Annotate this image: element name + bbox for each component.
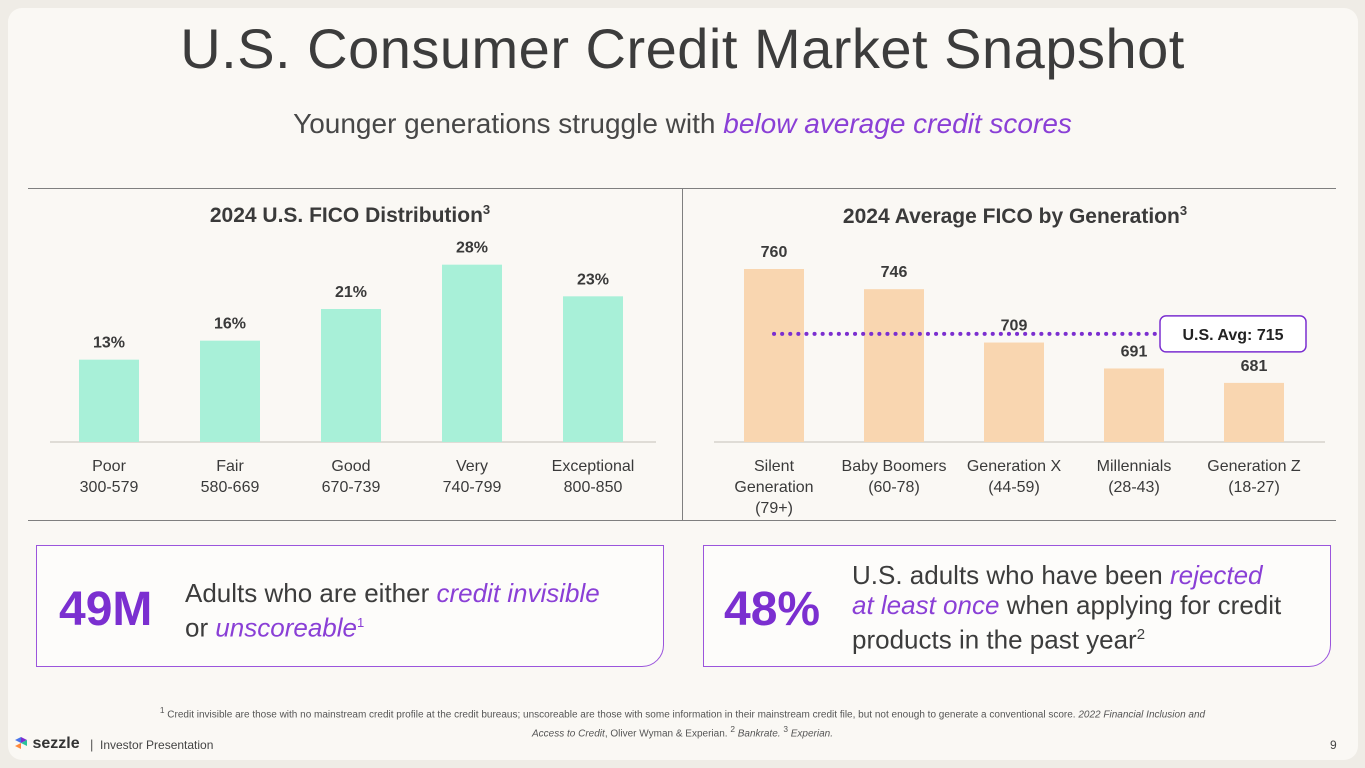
stat-text: when applying for credit — [999, 590, 1282, 620]
bar-exceptional — [563, 296, 623, 442]
x-tick-label: Very — [456, 458, 488, 475]
chart-title-fico-distribution: 2024 U.S. FICO Distribution3 — [150, 202, 550, 228]
x-tick-label: Silent — [754, 458, 795, 475]
data-label: 28% — [456, 240, 488, 257]
x-tick-label: (44-59) — [988, 479, 1040, 496]
x-tick-label-range: 800-850 — [564, 479, 623, 496]
chart-title-text: 2024 Average FICO by Generation — [842, 205, 1180, 228]
bar-fair — [200, 340, 260, 442]
stat-sup: 1 — [357, 615, 365, 630]
bar-generation-z — [1224, 382, 1284, 442]
chart-title-sup: 3 — [482, 202, 491, 217]
x-tick-label: Baby Boomers — [842, 458, 947, 475]
x-tick-label: (79+) — [755, 500, 793, 517]
x-tick-label-range: 740-799 — [443, 479, 502, 496]
stat-text: U.S. adults who have been — [852, 560, 1170, 590]
x-tick-label: (18-27) — [1228, 479, 1280, 496]
x-tick-label-range: 670-739 — [322, 479, 381, 496]
footnote-sup: 1 — [159, 705, 165, 715]
logo-text: sezzle — [32, 735, 80, 752]
x-tick-label: Millennials — [1097, 458, 1172, 475]
stat-card-credit-invisible: 49M Adults who are either credit invisib… — [36, 545, 664, 667]
chart-title-fico-generation: 2024 Average FICO by Generation3 — [770, 203, 1260, 229]
x-tick-label: (60-78) — [868, 479, 920, 496]
x-tick-label: Generation Z — [1207, 458, 1301, 475]
page-number: 9 — [1330, 738, 1337, 752]
center-divider — [682, 188, 683, 521]
average-label-box — [1159, 315, 1307, 353]
footer-label: Investor Presentation — [100, 738, 214, 752]
sezzle-logo: sezzle — [14, 735, 80, 753]
data-label: 691 — [1121, 343, 1148, 360]
average-label: U.S. Avg: 715 — [1182, 327, 1283, 344]
stat-description: U.S. adults who have been rejected at le… — [852, 560, 1328, 655]
x-tick-label: Exceptional — [552, 458, 635, 475]
stat-text: or — [185, 612, 216, 643]
subtitle: Younger generations struggle with below … — [0, 108, 1365, 140]
x-tick-label-range: 580-669 — [201, 479, 260, 496]
footnote-source: 2022 Financial Inclusion and Access to C… — [532, 709, 1206, 740]
stat-number: 48% — [724, 583, 821, 636]
stat-highlight: at least once — [852, 590, 1000, 620]
data-label: 681 — [1241, 358, 1268, 375]
x-tick-label: Poor — [92, 458, 126, 475]
bar-silent-generation — [744, 269, 804, 442]
x-tick-label: Generation — [734, 479, 813, 496]
data-label: 21% — [335, 284, 367, 301]
stat-text: Adults who are either — [185, 578, 437, 608]
bar-millennials — [1104, 368, 1164, 442]
stat-highlight: rejected — [1169, 560, 1263, 590]
stat-sup: 2 — [1136, 626, 1146, 643]
subtitle-highlight: below average credit scores — [723, 108, 1072, 139]
x-tick-label: Generation X — [967, 458, 1062, 475]
subtitle-prefix: Younger generations struggle with — [293, 108, 724, 139]
data-label: 23% — [577, 271, 609, 288]
stat-highlight: unscoreable — [215, 612, 357, 643]
stat-highlight: credit invisible — [436, 578, 600, 608]
footnote-source: Experian. — [787, 728, 833, 740]
footnote: 1 Credit invisible are those with no mai… — [150, 703, 1215, 742]
footnote-text: , Oliver Wyman & Experian. — [604, 728, 731, 740]
chart-title-text: 2024 U.S. FICO Distribution — [209, 204, 483, 227]
stat-number: 49M — [59, 583, 153, 636]
footnote-sup: 3 — [783, 724, 788, 735]
data-label: 709 — [1001, 318, 1028, 335]
x-tick-label: Fair — [216, 458, 244, 475]
footnote-sup: 2 — [730, 724, 735, 735]
bar-good — [321, 309, 381, 442]
bar-very — [442, 264, 502, 442]
bar-poor — [79, 359, 139, 442]
data-label: 746 — [881, 264, 908, 281]
fico-distribution-chart: 13% Poor 300-579 16% Fair 580-669 21% Good 670-7… — [50, 240, 656, 496]
page-title: U.S. Consumer Credit Market Snapshot — [180, 17, 1185, 80]
footnote-source: Bankrate. — [734, 728, 784, 740]
data-label: 16% — [214, 316, 246, 333]
data-label: 13% — [93, 335, 125, 352]
x-tick-label: (28-43) — [1108, 479, 1160, 496]
x-tick-label: Good — [331, 458, 370, 475]
stat-description: Adults who are either credit invisible o… — [185, 578, 655, 643]
stat-card-rejected: 48% U.S. adults who have been rejected a… — [703, 545, 1331, 667]
data-label: 760 — [761, 244, 788, 261]
bar-generation-x — [984, 342, 1044, 442]
footer-separator: | — [90, 737, 94, 752]
stat-text: products in the past year — [852, 624, 1137, 655]
chart-title-sup: 3 — [1179, 203, 1188, 218]
x-tick-label-range: 300-579 — [80, 479, 139, 496]
footnote-text: Credit invisible are those with no mains… — [164, 709, 1079, 721]
sezzle-logo-icon — [15, 737, 27, 749]
bar-baby-boomers — [864, 289, 924, 442]
fico-generation-chart: 760 Silent Generation (79+) 746 Baby Boomers (… — [714, 244, 1325, 517]
